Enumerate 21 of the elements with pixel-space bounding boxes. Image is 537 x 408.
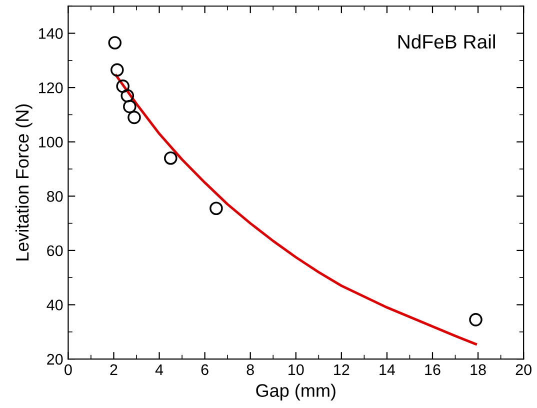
x-tick-label: 12 — [334, 364, 350, 375]
x-tick-label: 20 — [516, 364, 532, 376]
x-tick-label: 18 — [470, 364, 486, 376]
x-tick-label: 10 — [288, 364, 304, 376]
y-tick-label: 120 — [39, 82, 63, 94]
y-tick-label: 40 — [46, 300, 63, 310]
y-axis-title: Levitation Force (N) — [15, 104, 32, 260]
y-tick-label: 100 — [39, 136, 63, 148]
y-tick-label: 80 — [47, 191, 63, 202]
x-axis-title: Gap (mm) — [256, 384, 336, 401]
x-tick-label: 16 — [425, 364, 440, 376]
x-tick-label: 6 — [201, 364, 208, 376]
x-tick-label: 4 — [155, 364, 164, 375]
annotation: NdFeB Rail — [398, 34, 495, 49]
y-tick-label: 60 — [47, 245, 63, 256]
y-tick-label: 140 — [39, 28, 63, 39]
x-tick-label: 2 — [110, 364, 118, 375]
x-tick-label: 14 — [380, 364, 396, 375]
x-tick-label: 0 — [64, 364, 72, 376]
x-tick-label: 8 — [246, 364, 254, 376]
y-tick-label: 20 — [47, 354, 63, 365]
